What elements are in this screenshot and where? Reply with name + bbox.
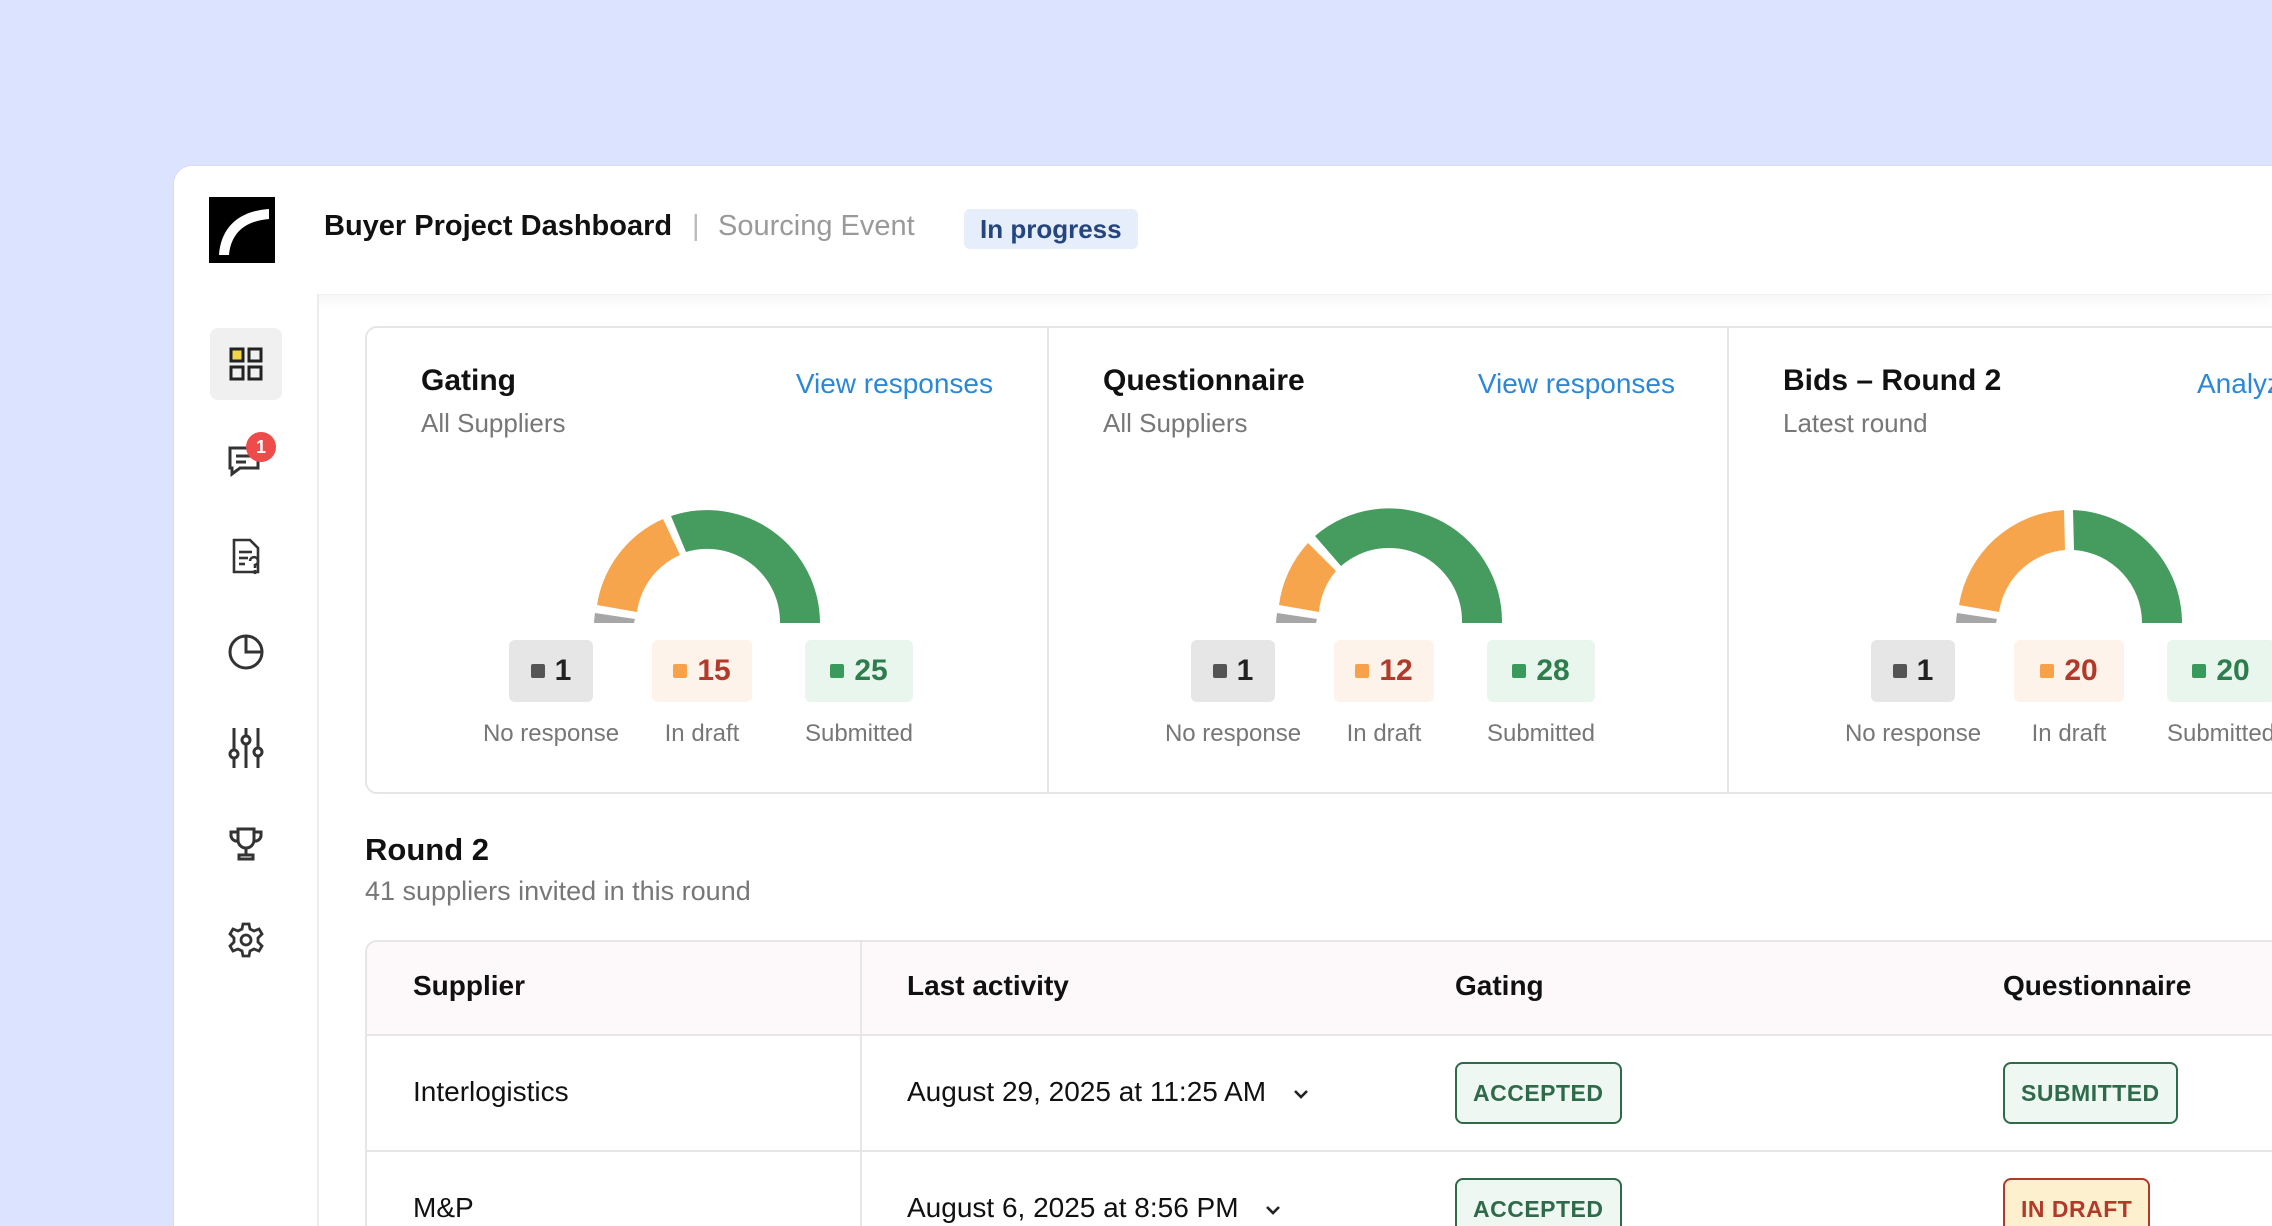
table-row[interactable]: M&P August 6, 2025 at 8:56 PM ACCEPTED I… <box>367 1152 2272 1226</box>
no-response-count: 1 <box>1871 640 1955 702</box>
table-row[interactable]: Interlogistics August 29, 2025 at 11:25 … <box>367 1036 2272 1152</box>
gauge-segment-in-draft <box>597 519 680 612</box>
no-response-dot <box>1212 664 1227 678</box>
round-title: Round 2 <box>365 832 489 867</box>
notification-badge: 1 <box>246 432 276 462</box>
in-draft-dot <box>1355 664 1370 678</box>
in-draft-label: In draft <box>1346 720 1422 747</box>
card-subtitle: All Suppliers <box>421 408 566 438</box>
app-window: Buyer Project Dashboard | Sourcing Event… <box>174 166 2272 1226</box>
submitted-dot <box>1512 664 1527 678</box>
sidebar-item-analytics[interactable] <box>210 616 282 688</box>
gating-status-badge: ACCEPTED <box>1455 1178 1622 1226</box>
sidebar-item-settings-sliders[interactable] <box>210 712 282 784</box>
no-response-dot <box>1892 664 1907 678</box>
last-activity[interactable]: August 29, 2025 at 11:25 AM <box>907 1076 1310 1108</box>
questionnaire-status-badge: IN DRAFT <box>2003 1178 2151 1226</box>
supplier-name: M&P <box>413 1192 474 1223</box>
gauge-segment-no-response <box>1956 613 1997 623</box>
column-header-supplier[interactable]: Supplier <box>413 970 526 1001</box>
chevron-down-icon[interactable] <box>1264 1204 1282 1216</box>
no-response-count: 1 <box>1191 640 1275 702</box>
gating-status-badge: ACCEPTED <box>1455 1062 1622 1124</box>
view-responses-link[interactable]: View responses <box>1477 368 1675 399</box>
sidebar: 1 <box>174 294 319 1226</box>
in-draft-count: 20 <box>2014 640 2124 702</box>
top-bar: Buyer Project Dashboard | Sourcing Event… <box>174 166 2272 295</box>
chevron-down-icon[interactable] <box>1292 1088 1310 1100</box>
view-responses-link[interactable]: View responses <box>795 368 993 399</box>
no-response-label: No response <box>1164 720 1302 747</box>
no-response-label: No response <box>1844 720 1982 747</box>
no-response-label: No response <box>482 720 620 747</box>
in-draft-count: 15 <box>652 640 752 702</box>
gauge-segment-submitted <box>2073 510 2182 623</box>
submitted-count: 28 <box>1487 640 1595 702</box>
sidebar-item-awards[interactable] <box>210 808 282 880</box>
submitted-count: 20 <box>2167 640 2272 702</box>
gauge-segment-in-draft <box>1279 543 1336 612</box>
no-response-dot <box>530 664 545 678</box>
no-response-count: 1 <box>509 640 593 702</box>
card-title: Gating <box>421 364 516 397</box>
card-questionnaire: Questionnaire All Suppliers View respons… <box>1047 328 1729 792</box>
gauge-segment-no-response <box>594 613 635 623</box>
submitted-label: Submitted <box>2166 720 2272 747</box>
in-draft-dot <box>2040 664 2055 678</box>
sidebar-item-dashboard[interactable] <box>210 328 282 400</box>
suppliers-table: Supplier Last activity Gating Questionna… <box>365 940 2272 1226</box>
gauge-segment-submitted <box>1315 508 1503 623</box>
questionnaire-gauge-chart <box>1276 508 1503 623</box>
last-activity-text: August 6, 2025 at 8:56 PM <box>907 1192 1239 1223</box>
submitted-count: 25 <box>805 640 913 702</box>
status-badge: In progress <box>964 209 1138 249</box>
sidebar-item-settings[interactable] <box>210 904 282 976</box>
summary-cards: Gating All Suppliers View responses 1 15… <box>365 326 2272 794</box>
gauge-segment-no-response <box>1276 613 1317 623</box>
round-subtitle: 41 suppliers invited in this round <box>365 876 751 906</box>
table-header: Supplier Last activity Gating Questionna… <box>367 942 2272 1036</box>
in-draft-label: In draft <box>664 720 740 747</box>
last-activity[interactable]: August 6, 2025 at 8:56 PM <box>907 1192 1282 1224</box>
title-separator: | <box>692 210 700 242</box>
sidebar-item-messages[interactable]: 1 <box>210 424 282 496</box>
card-title: Bids – Round 2 <box>1783 364 2002 397</box>
in-draft-label: In draft <box>2031 720 2107 747</box>
column-header-questionnaire[interactable]: Questionnaire <box>2003 970 2192 1001</box>
gear-icon <box>228 922 264 958</box>
dashboard-grid-icon <box>229 347 263 381</box>
sidebar-item-documents[interactable] <box>210 520 282 592</box>
last-activity-text: August 29, 2025 at 11:25 AM <box>907 1076 1267 1107</box>
submitted-label: Submitted <box>1486 720 1596 747</box>
card-bids-round-2: Bids – Round 2 Latest round Analyze 1 20… <box>1727 328 2272 792</box>
document-question-icon <box>232 538 260 575</box>
gating-gauge-chart <box>594 510 820 623</box>
column-header-gating[interactable]: Gating <box>1455 970 1544 1001</box>
sliders-icon <box>228 728 264 768</box>
brand-logo[interactable] <box>209 197 275 263</box>
questionnaire-status-badge: SUBMITTED <box>2003 1062 2178 1124</box>
bids-gauge-chart <box>1956 510 2182 623</box>
card-gating: Gating All Suppliers View responses 1 15… <box>367 328 1047 792</box>
page-subtitle: Sourcing Event <box>718 210 915 242</box>
column-divider <box>860 942 862 1226</box>
card-subtitle: Latest round <box>1783 408 1928 438</box>
analyze-link[interactable]: Analyze <box>2197 368 2272 399</box>
page-title: Buyer Project Dashboard <box>324 210 673 242</box>
card-subtitle: All Suppliers <box>1103 408 1248 438</box>
gauge-segment-in-draft <box>1959 510 2065 612</box>
column-header-last-activity[interactable]: Last activity <box>907 970 1069 1001</box>
submitted-dot <box>830 664 845 678</box>
supplier-name: Interlogistics <box>413 1076 569 1107</box>
gauge-segment-submitted <box>671 510 820 623</box>
submitted-label: Submitted <box>804 720 914 747</box>
pie-chart-icon <box>228 634 264 670</box>
trophy-icon <box>229 827 263 861</box>
card-title: Questionnaire <box>1103 364 1305 397</box>
submitted-dot <box>2192 664 2207 678</box>
in-draft-count: 12 <box>1334 640 1434 702</box>
in-draft-dot <box>673 664 688 678</box>
